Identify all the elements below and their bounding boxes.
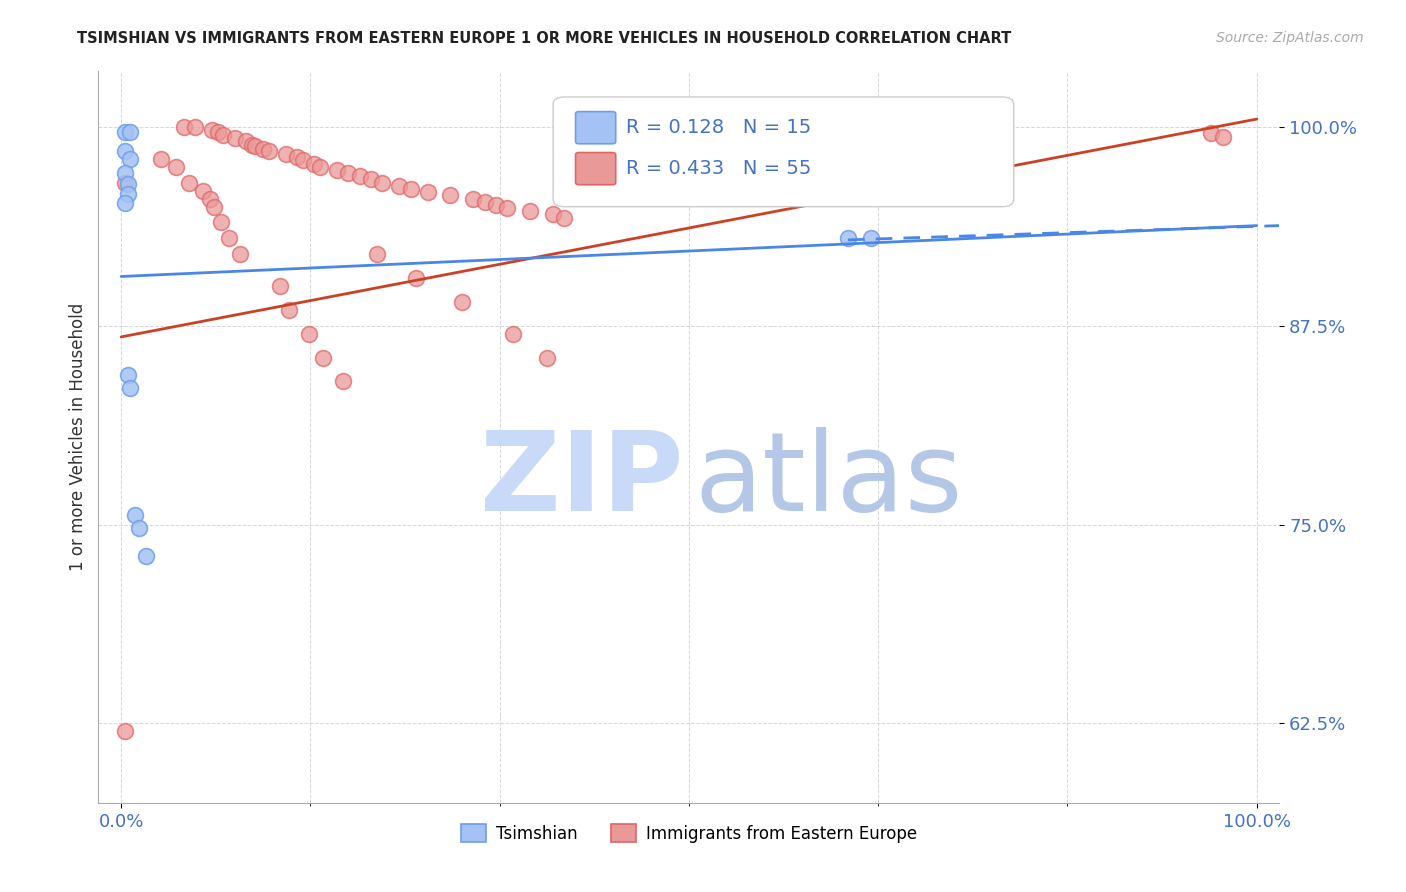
Point	[201, 123, 224, 137]
Point	[439, 188, 461, 202]
Point	[302, 156, 325, 170]
Point	[285, 150, 308, 164]
Point	[114, 144, 136, 158]
Point	[502, 326, 524, 341]
Point	[135, 549, 157, 564]
Text: ZIP: ZIP	[479, 427, 683, 534]
Point	[360, 172, 382, 186]
Legend: Tsimshian, Immigrants from Eastern Europe: Tsimshian, Immigrants from Eastern Europ…	[454, 818, 924, 849]
Point	[278, 302, 301, 317]
Point	[291, 153, 314, 168]
Point	[416, 185, 439, 199]
Point	[326, 163, 349, 178]
Point	[202, 200, 225, 214]
Point	[1212, 129, 1234, 144]
Point	[312, 351, 335, 365]
Text: R = 0.128   N = 15: R = 0.128 N = 15	[626, 118, 811, 137]
FancyBboxPatch shape	[575, 112, 616, 144]
Point	[120, 381, 142, 395]
Point	[117, 178, 139, 192]
Point	[212, 128, 235, 142]
Point	[149, 152, 172, 166]
Point	[114, 196, 136, 211]
Point	[519, 204, 541, 219]
Point	[553, 211, 575, 225]
Point	[485, 198, 508, 212]
Point	[120, 152, 142, 166]
Point	[114, 125, 136, 139]
FancyBboxPatch shape	[575, 153, 616, 185]
Point	[388, 178, 411, 193]
Point	[124, 508, 146, 522]
Point	[274, 147, 297, 161]
Text: R = 0.433   N = 55: R = 0.433 N = 55	[626, 159, 811, 178]
Point	[536, 351, 558, 365]
Text: TSIMSHIAN VS IMMIGRANTS FROM EASTERN EUROPE 1 OR MORE VEHICLES IN HOUSEHOLD CORR: TSIMSHIAN VS IMMIGRANTS FROM EASTERN EUR…	[77, 31, 1011, 46]
Point	[474, 194, 496, 209]
Point	[235, 134, 257, 148]
Point	[117, 368, 139, 382]
Point	[191, 184, 214, 198]
Point	[337, 166, 360, 180]
Point	[297, 326, 319, 341]
Point	[332, 375, 354, 389]
Point	[165, 160, 187, 174]
Point	[114, 176, 136, 190]
Point	[541, 207, 564, 221]
Point	[224, 131, 246, 145]
Point	[114, 166, 136, 180]
Point	[184, 120, 207, 134]
Point	[252, 142, 274, 156]
Point	[366, 247, 388, 261]
Point	[179, 176, 201, 190]
Y-axis label: 1 or more Vehicles in Household: 1 or more Vehicles in Household	[69, 303, 87, 571]
Point	[399, 182, 422, 196]
Point	[198, 192, 221, 206]
Point	[120, 125, 142, 139]
Point	[371, 176, 394, 190]
Point	[463, 192, 485, 206]
Point	[257, 144, 280, 158]
FancyBboxPatch shape	[553, 97, 1014, 207]
Text: Source: ZipAtlas.com: Source: ZipAtlas.com	[1216, 31, 1364, 45]
Point	[114, 724, 136, 739]
Point	[117, 186, 139, 201]
Point	[173, 120, 195, 134]
Text: atlas: atlas	[695, 427, 963, 534]
Point	[405, 271, 427, 285]
Point	[207, 125, 229, 139]
Point	[243, 139, 266, 153]
Point	[496, 201, 519, 215]
Point	[349, 169, 371, 184]
Point	[1201, 127, 1223, 141]
Point	[837, 231, 859, 245]
Point	[240, 137, 263, 152]
Point	[859, 231, 882, 245]
Point	[128, 521, 150, 535]
Point	[269, 279, 291, 293]
Point	[229, 247, 252, 261]
Point	[450, 294, 472, 309]
Point	[209, 215, 232, 229]
Point	[309, 160, 332, 174]
Point	[218, 231, 240, 245]
